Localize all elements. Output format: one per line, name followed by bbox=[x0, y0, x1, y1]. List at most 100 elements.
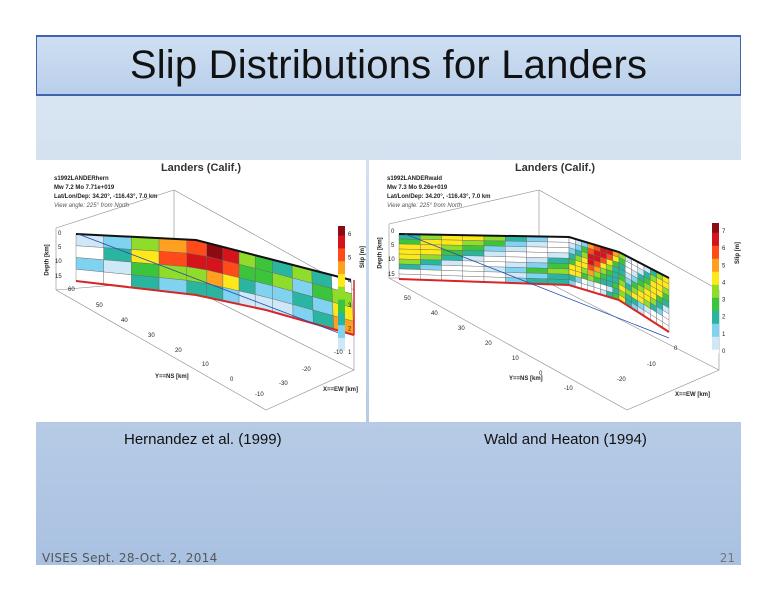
slip-patch bbox=[526, 257, 548, 264]
left-colorbar-label: Slip [m] bbox=[360, 246, 366, 268]
left-y-tick: 10 bbox=[202, 362, 209, 368]
left-y-tick: 0 bbox=[230, 377, 234, 383]
slip-patch bbox=[462, 250, 485, 257]
slip-patch bbox=[483, 245, 506, 252]
colorbar-tick: 7 bbox=[722, 229, 726, 235]
title-bar: Slip Distributions for Landers bbox=[36, 35, 741, 96]
colorbar-tick: 6 bbox=[348, 232, 352, 238]
right-figure-title: Landers (Calif.) bbox=[514, 162, 596, 174]
left-x-tick: -10 bbox=[334, 350, 343, 356]
left-view-angle: View angle: 225° from North bbox=[54, 203, 129, 209]
slip-patch bbox=[398, 268, 421, 275]
colorbar-tick: 5 bbox=[722, 263, 726, 269]
slip-patch bbox=[547, 252, 570, 259]
slip-patch bbox=[526, 272, 548, 280]
right-y-tick: 40 bbox=[431, 311, 438, 317]
slip-patch bbox=[526, 246, 548, 253]
left-y-tick: 50 bbox=[96, 303, 103, 309]
right-y-tick: 20 bbox=[485, 341, 492, 347]
left-3d-plot: 6 5 4 3 2 1 bbox=[55, 189, 355, 411]
slip-patch bbox=[420, 249, 442, 256]
slide-title: Slip Distributions for Landers bbox=[129, 43, 648, 87]
left-model-name: s1992LANDERhern bbox=[54, 176, 109, 182]
slip-patch bbox=[547, 262, 570, 270]
colorbar-tick: 1 bbox=[722, 332, 726, 338]
slip-patch bbox=[505, 261, 527, 268]
slip-patch bbox=[526, 267, 548, 274]
slip-patch bbox=[441, 254, 463, 261]
slip-patch bbox=[547, 268, 570, 275]
colorbar-tick: 1 bbox=[348, 350, 352, 356]
slip-patch bbox=[398, 263, 421, 270]
right-caption: Wald and Heaton (1994) bbox=[484, 431, 647, 448]
slip-patch bbox=[103, 247, 132, 263]
left-x-tick: -20 bbox=[302, 367, 311, 373]
slip-patch bbox=[441, 259, 463, 267]
slip-patch bbox=[398, 238, 421, 245]
left-caption: Hernandez et al. (1999) bbox=[124, 431, 282, 448]
colorbar-tick: 4 bbox=[348, 279, 352, 285]
left-y-tick: 60 bbox=[68, 287, 75, 293]
left-y-tick: 40 bbox=[121, 318, 128, 324]
right-y-axis-label: Y==NS [km] bbox=[509, 376, 543, 382]
slip-patch bbox=[158, 251, 187, 267]
right-model-name: s1992LANDERwald bbox=[387, 176, 443, 182]
right-depth-tick: 0 bbox=[391, 229, 395, 235]
slip-patch bbox=[462, 245, 485, 252]
right-y-tick: -10 bbox=[564, 386, 573, 392]
slip-patch bbox=[420, 254, 442, 261]
slip-patch bbox=[420, 269, 442, 276]
slip-patch bbox=[420, 264, 442, 271]
footer-event: VISES Sept. 28-Oct. 2, 2014 bbox=[42, 551, 218, 565]
slip-patch bbox=[441, 265, 463, 272]
right-location: Lat/Lon/Dep: 34.20°, -116.43°, 7.0 km bbox=[387, 194, 491, 200]
right-depth-tick: 15 bbox=[388, 272, 395, 278]
right-x-tick: -10 bbox=[647, 362, 656, 368]
colorbar-tick: 2 bbox=[348, 326, 352, 332]
left-depth-tick: 15 bbox=[55, 274, 62, 280]
left-y-tick: 20 bbox=[175, 348, 182, 354]
right-colorbar: 7 6 5 4 3 2 1 0 bbox=[712, 223, 726, 355]
colorbar-tick: 3 bbox=[348, 303, 352, 309]
slip-patch bbox=[462, 270, 485, 278]
colorbar-tick: 2 bbox=[722, 315, 726, 321]
left-figure-title: Landers (Calif.) bbox=[160, 162, 242, 174]
left-depth-tick: 0 bbox=[58, 231, 62, 237]
slip-patch bbox=[483, 250, 506, 257]
slip-patch bbox=[505, 240, 527, 247]
right-y-tick: 50 bbox=[404, 296, 411, 302]
right-view-angle: View angle: 225° from North bbox=[387, 203, 462, 209]
colorbar-tick: 0 bbox=[722, 349, 726, 355]
colorbar-tick: 6 bbox=[722, 246, 726, 252]
slip-patch bbox=[462, 240, 485, 247]
left-depth-tick: 5 bbox=[58, 245, 62, 251]
right-depth-tick: 10 bbox=[388, 257, 395, 263]
slip-patch bbox=[483, 240, 506, 247]
slip-patch bbox=[441, 270, 463, 277]
left-colorbar: 6 5 4 3 2 1 bbox=[338, 226, 352, 356]
left-x-axis-label: X==EW [km] bbox=[323, 387, 359, 393]
left-y-tick: -10 bbox=[255, 392, 264, 398]
slip-patch bbox=[483, 255, 506, 263]
slip-patch bbox=[398, 243, 421, 250]
right-magnitude: Mw 7.3 Mo 9.26e+019 bbox=[387, 185, 448, 191]
left-location: Lat/Lon/Dep: 34.20°, -116.43°, 7.0 km bbox=[54, 194, 158, 200]
slip-patch bbox=[505, 266, 527, 274]
right-colorbar-label: Slip [m] bbox=[735, 242, 741, 264]
slip-patch bbox=[398, 248, 421, 255]
right-slip-figure: Landers (Calif.) s1992LANDERwald Mw 7.3 … bbox=[369, 160, 741, 422]
slip-patch bbox=[398, 253, 421, 260]
left-y-axis-label: Y==NS [km] bbox=[155, 374, 189, 380]
page-number: 21 bbox=[719, 551, 735, 565]
right-x-tick: -20 bbox=[617, 377, 626, 383]
right-y-tick: 30 bbox=[458, 326, 465, 332]
left-x-tick: -30 bbox=[279, 381, 288, 387]
right-depth-tick: 5 bbox=[391, 243, 395, 249]
slip-patch bbox=[547, 247, 570, 254]
slip-patch bbox=[526, 262, 548, 269]
slip-patch bbox=[131, 249, 160, 265]
left-depth-label: Depth [km] bbox=[44, 244, 51, 276]
left-magnitude: Mw 7.2 Mo 7.71e+019 bbox=[54, 185, 115, 191]
slide: Slip Distributions for Landers Landers (… bbox=[36, 35, 741, 565]
